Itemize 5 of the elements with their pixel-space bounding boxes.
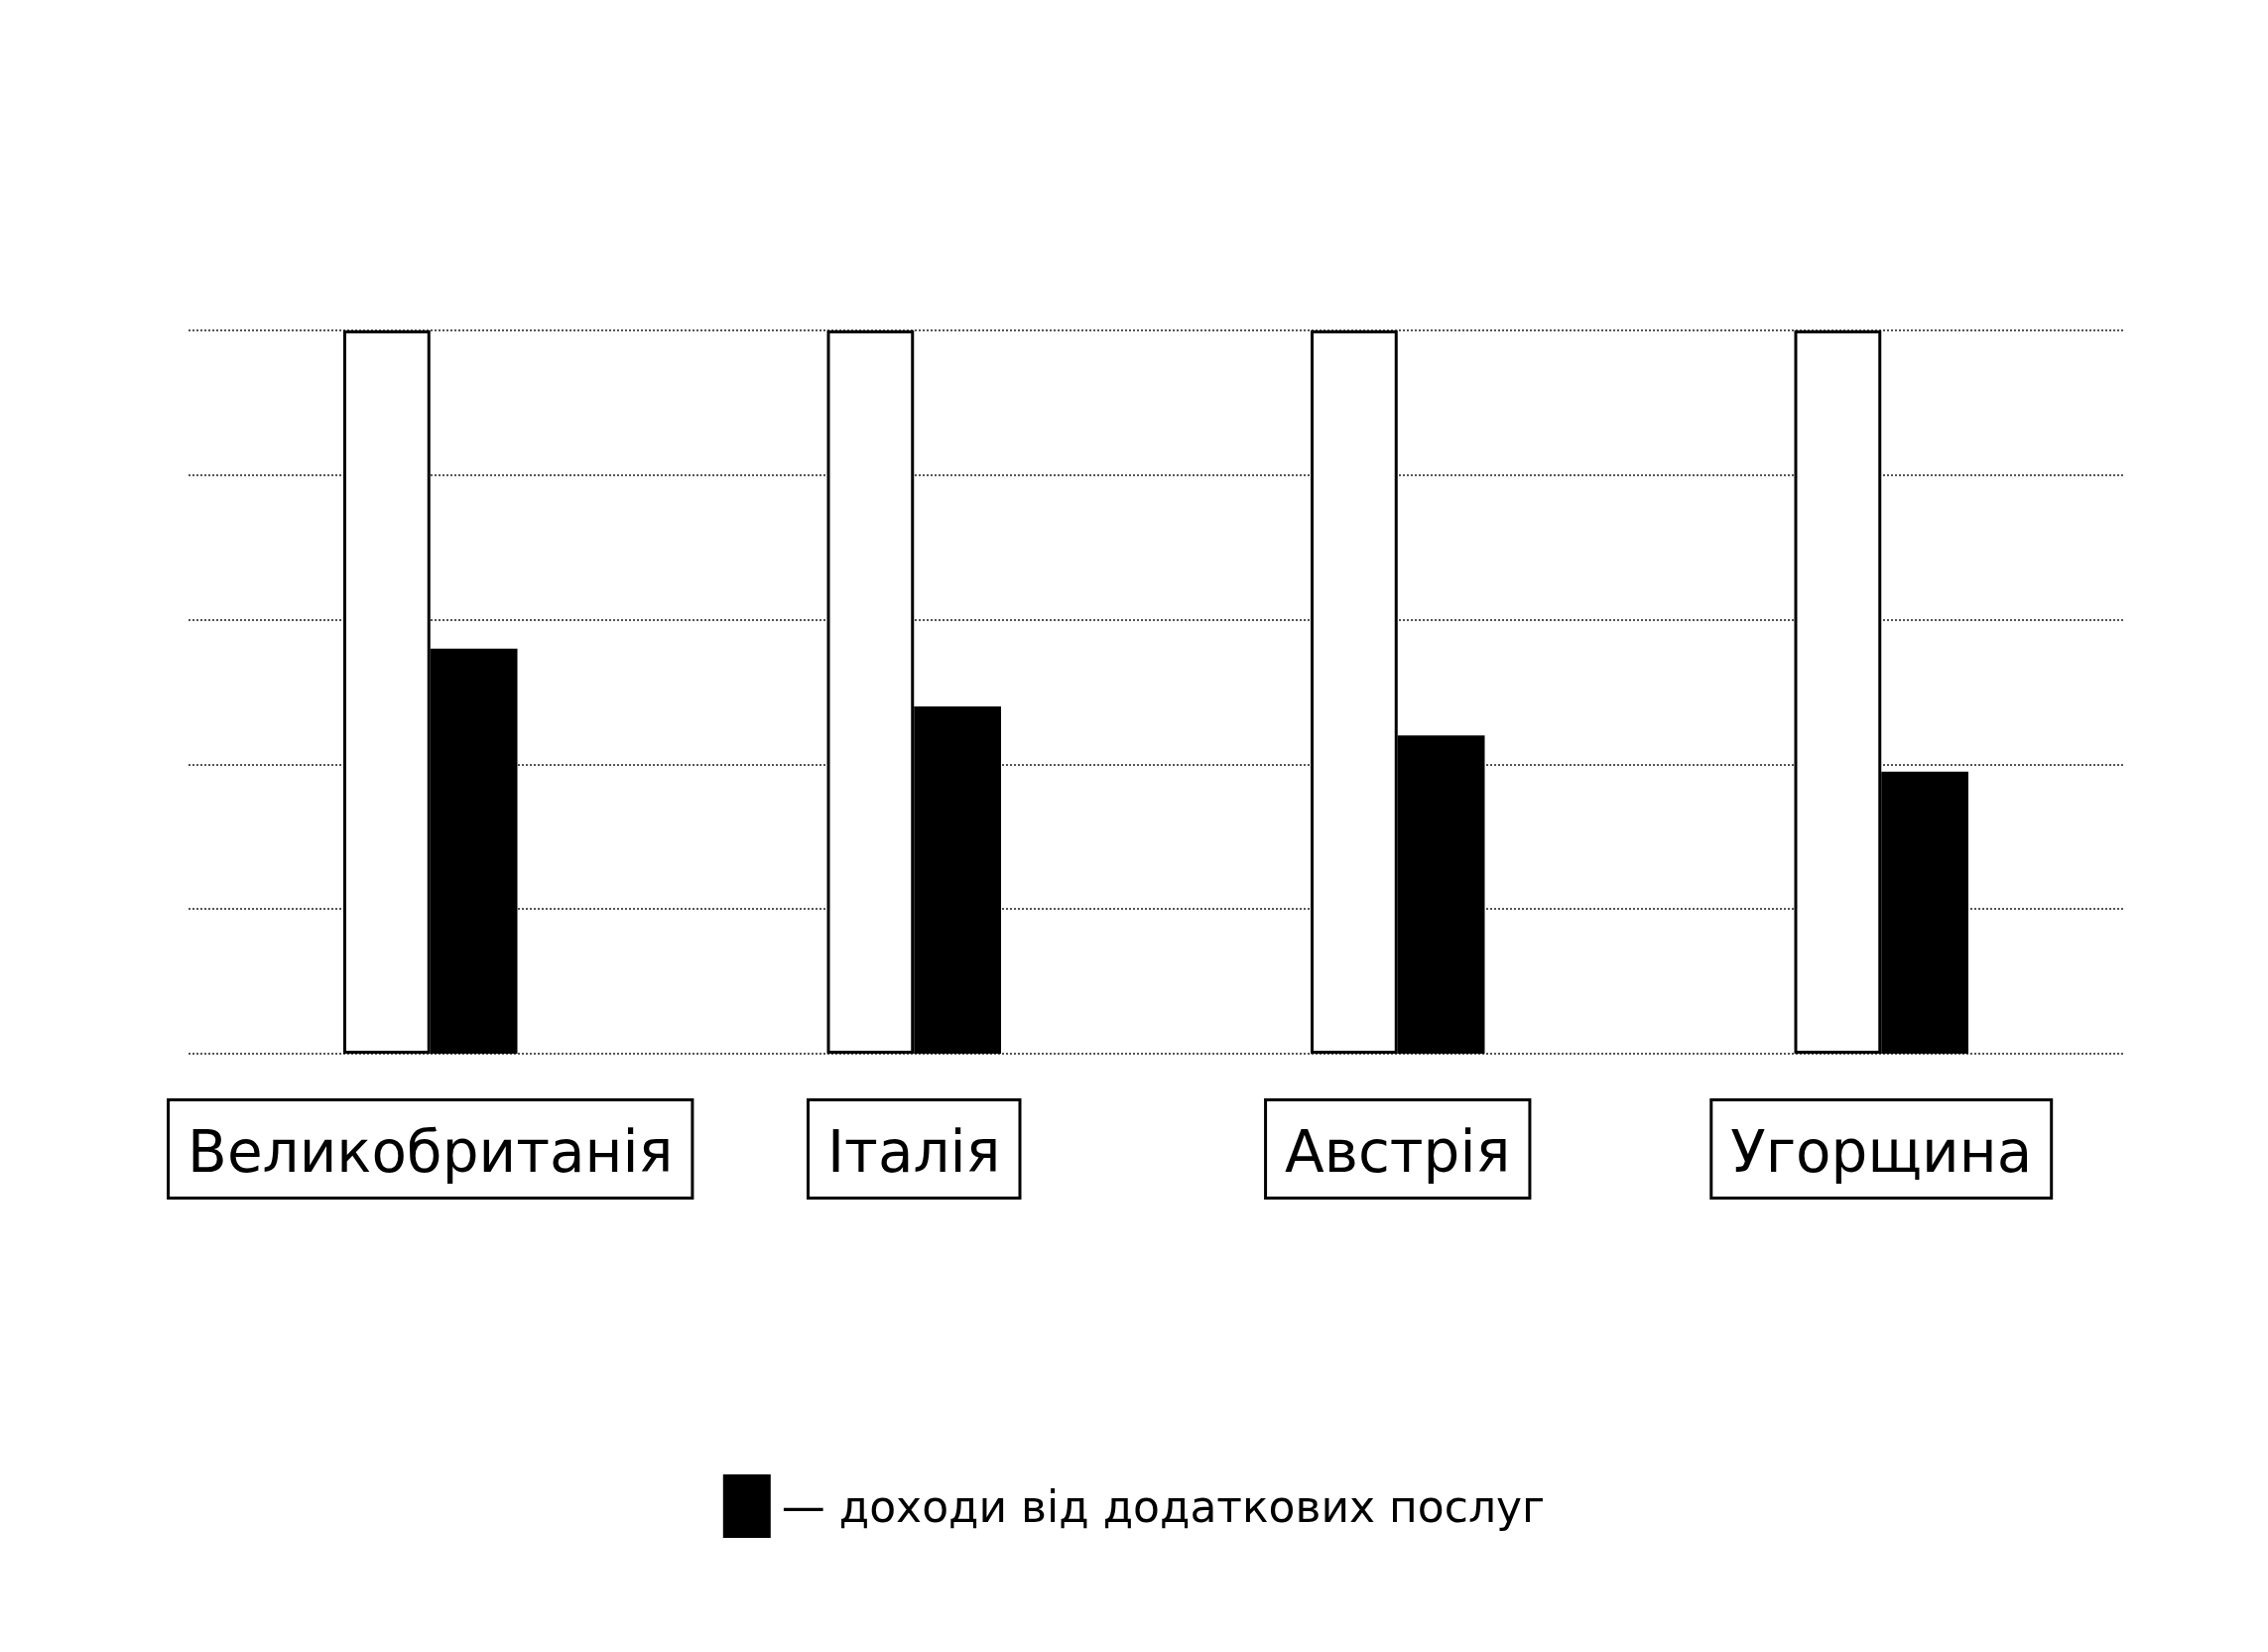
legend-label: — доходи від додаткових послуг [781, 1480, 1546, 1532]
x-tick-label: Угорщина [1730, 1118, 2033, 1186]
x-tick-label: Італія [826, 1118, 1001, 1186]
x-tick-label: Австрія [1285, 1118, 1511, 1186]
x-tick-label: Великобританія [188, 1118, 674, 1186]
